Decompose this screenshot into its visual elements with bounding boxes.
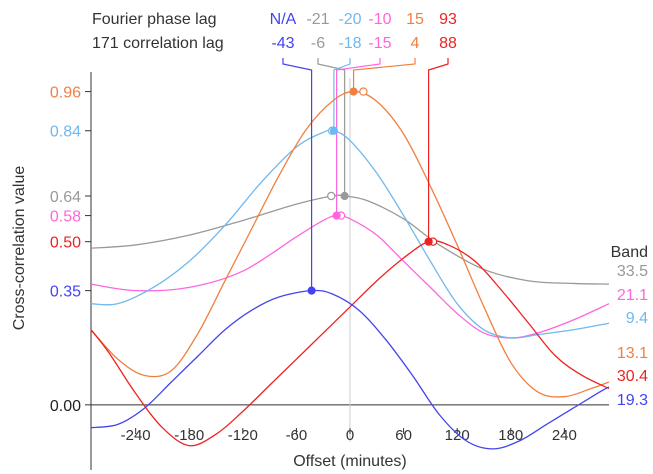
band-label: 21.1 bbox=[617, 287, 648, 304]
y-tick-label: 0.64 bbox=[50, 189, 81, 206]
x-tick-label: -120 bbox=[228, 427, 258, 444]
phase-lag-value: -20 bbox=[338, 11, 361, 28]
correlation-lag-value: -43 bbox=[271, 35, 294, 52]
phase-lag-value: 15 bbox=[406, 11, 424, 28]
y-tick-label: 0.96 bbox=[50, 85, 81, 102]
header-row2-label: 171 correlation lag bbox=[92, 35, 224, 52]
phase-lag-value: N/A bbox=[270, 11, 297, 28]
correlation-lag-value: -15 bbox=[368, 35, 391, 52]
x-tick-label: -180 bbox=[174, 427, 204, 444]
phase-lag-value: -21 bbox=[306, 11, 329, 28]
x-axis-label: Offset (minutes) bbox=[293, 453, 407, 470]
x-tick-label: 180 bbox=[498, 427, 523, 444]
correlation-lag-value: 4 bbox=[411, 35, 420, 52]
band-label: 33.5 bbox=[617, 263, 648, 280]
lag-leader-line bbox=[317, 58, 346, 196]
correlation-peak-marker bbox=[340, 191, 349, 201]
phase-lag-marker bbox=[359, 87, 368, 96]
series-line-19-3 bbox=[90, 289, 610, 450]
series-line-33-5 bbox=[90, 194, 610, 285]
x-tick-label: -240 bbox=[121, 427, 151, 444]
x-tick-label: 0 bbox=[346, 427, 354, 444]
correlation-peak-marker bbox=[329, 126, 339, 135]
phase-lag-marker bbox=[327, 191, 336, 201]
y-tick-label: 0.58 bbox=[50, 209, 81, 226]
lag-leader-line bbox=[352, 58, 416, 92]
lag-leader-line bbox=[336, 58, 381, 216]
x-tick-label: 240 bbox=[552, 427, 577, 444]
band-label: 9.4 bbox=[626, 310, 648, 327]
y-tick-label: 0.00 bbox=[50, 398, 81, 415]
series-line-9-4 bbox=[90, 129, 610, 339]
phase-lag-value: 93 bbox=[439, 11, 457, 28]
lag-leader-line bbox=[427, 58, 449, 242]
series-line-30-4 bbox=[90, 240, 610, 447]
correlation-lag-value: -18 bbox=[338, 35, 361, 52]
y-tick-label: 0.50 bbox=[50, 235, 81, 252]
plot-area: -240 -180 -120 -60 0 60 120 180 240 0.96 0.84 0.64 0… bbox=[50, 11, 648, 470]
correlation-peak-marker bbox=[349, 87, 358, 96]
correlation-lag-value: -6 bbox=[311, 35, 325, 52]
band-label: 13.1 bbox=[617, 345, 648, 362]
legend-title: Band bbox=[611, 244, 648, 261]
correlation-peak-marker bbox=[307, 286, 316, 295]
correlation-peak-marker bbox=[332, 211, 341, 220]
x-tick-label: 120 bbox=[445, 427, 470, 444]
correlation-peak-marker bbox=[424, 237, 433, 246]
correlation-lag-value: 88 bbox=[439, 35, 457, 52]
y-tick-label: 0.35 bbox=[50, 284, 81, 301]
phase-lag-value: -10 bbox=[368, 11, 391, 28]
x-tick-label: -60 bbox=[286, 427, 308, 444]
lag-leader-line bbox=[282, 58, 313, 291]
band-label: 19.3 bbox=[617, 392, 648, 409]
y-tick-label: 0.84 bbox=[50, 124, 81, 141]
header-row1-label: Fourier phase lag bbox=[92, 11, 217, 28]
band-label: 30.4 bbox=[617, 368, 648, 385]
x-tick-label: 60 bbox=[395, 427, 412, 444]
y-axis-label: Cross-correlation value bbox=[11, 166, 28, 331]
